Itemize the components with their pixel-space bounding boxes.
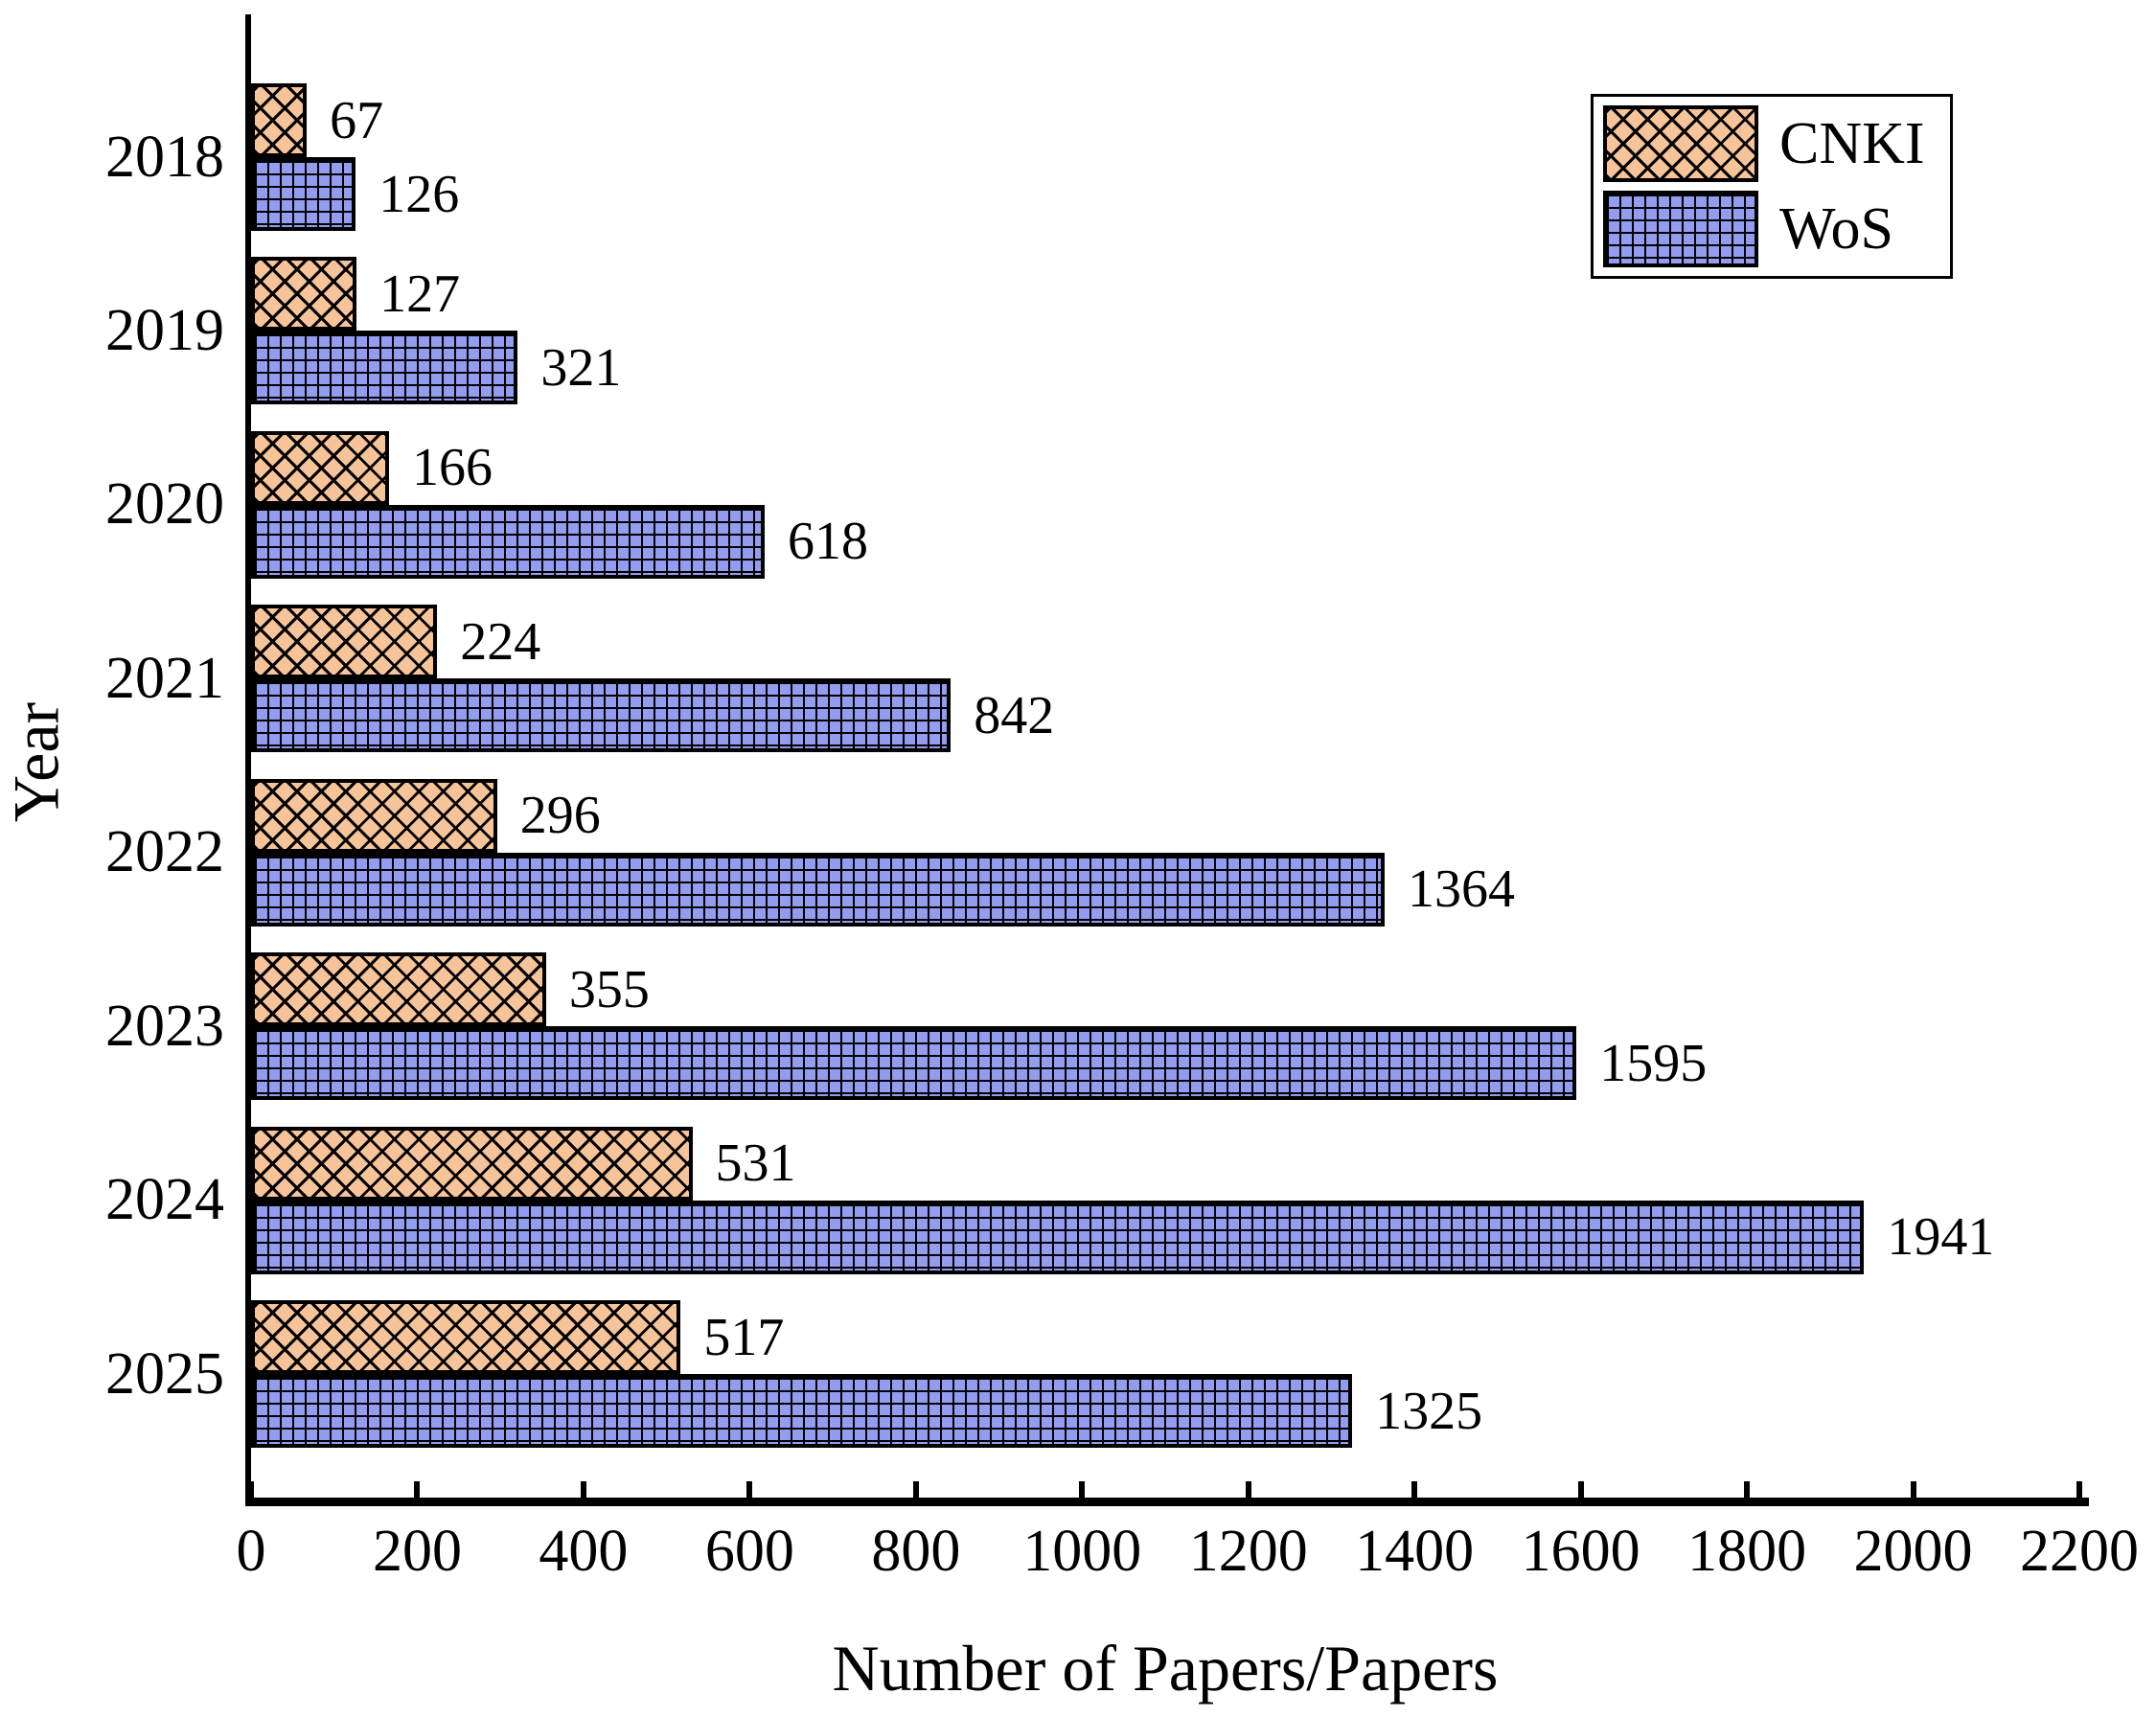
legend: CNKI WoS — [1591, 94, 1953, 279]
cnki-value-label: 517 — [703, 1307, 785, 1367]
wos-value-label: 1325 — [1375, 1381, 1483, 1441]
wos-value-label: 1364 — [1407, 859, 1515, 920]
x-tick-label: 800 — [871, 1519, 961, 1584]
x-tick — [746, 1481, 753, 1498]
x-tick — [1245, 1481, 1251, 1498]
x-tick — [1411, 1481, 1418, 1498]
x-tick-label: 1800 — [1687, 1519, 1807, 1584]
cnki-value-label: 296 — [519, 786, 601, 846]
cnki-bar — [251, 430, 389, 505]
wos-value-label: 842 — [974, 685, 1055, 745]
x-tick-label: 0 — [236, 1519, 266, 1584]
legend-label-cnki: CNKI — [1779, 111, 1925, 176]
year-label: 2020 — [105, 471, 224, 538]
cnki-value-label: 127 — [379, 263, 461, 324]
cnki-value-label: 67 — [330, 90, 384, 150]
cnki-value-label: 355 — [568, 959, 650, 1019]
year-label: 2019 — [105, 297, 224, 363]
cnki-bar — [251, 1126, 693, 1201]
y-axis-title: Year — [0, 701, 73, 823]
wos-value-label: 126 — [378, 164, 460, 224]
legend-swatch-wos — [1603, 191, 1758, 267]
wos-bar — [251, 678, 951, 753]
wos-bar — [251, 331, 517, 405]
x-tick — [248, 1481, 254, 1498]
x-tick-label: 1200 — [1188, 1519, 1308, 1584]
x-tick — [1744, 1481, 1751, 1498]
x-tick-label: 2000 — [1853, 1519, 1973, 1584]
legend-label-wos: WoS — [1779, 196, 1894, 262]
x-tick — [580, 1481, 586, 1498]
wos-bar — [251, 1374, 1352, 1448]
x-tick — [2076, 1481, 2082, 1498]
x-tick — [912, 1481, 919, 1498]
wos-value-label: 1941 — [1887, 1207, 1995, 1268]
cnki-bar — [251, 1300, 680, 1374]
x-tick-label: 1000 — [1022, 1519, 1142, 1584]
x-tick — [414, 1481, 421, 1498]
wos-bar — [251, 504, 765, 579]
y-axis-line — [245, 14, 251, 1505]
year-label: 2022 — [105, 819, 224, 885]
year-label: 2023 — [105, 993, 224, 1059]
x-tick — [1577, 1481, 1584, 1498]
x-axis-title: Number of Papers/Papers — [832, 1632, 1499, 1705]
x-tick-label: 600 — [704, 1519, 794, 1584]
wos-bar — [251, 1026, 1576, 1101]
year-label: 2025 — [105, 1340, 224, 1407]
cnki-bar — [251, 257, 356, 332]
x-tick-label: 2200 — [2020, 1519, 2139, 1584]
x-tick-label: 1600 — [1521, 1519, 1640, 1584]
legend-entry-wos: WoS — [1603, 191, 1950, 267]
x-tick — [1910, 1481, 1916, 1498]
year-label: 2021 — [105, 645, 224, 711]
year-label: 2018 — [105, 124, 224, 190]
cnki-value-label: 224 — [460, 611, 541, 672]
legend-swatch-cnki — [1603, 105, 1758, 182]
wos-value-label: 1595 — [1599, 1033, 1708, 1093]
x-tick-label: 200 — [372, 1519, 462, 1584]
cnki-bar — [251, 778, 497, 853]
cnki-bar — [251, 952, 546, 1027]
cnki-value-label: 166 — [411, 438, 493, 498]
wos-bar — [251, 852, 1385, 927]
legend-entry-cnki: CNKI — [1603, 105, 1950, 182]
year-label: 2024 — [105, 1167, 224, 1233]
wos-value-label: 618 — [787, 512, 868, 572]
wos-value-label: 321 — [540, 337, 622, 398]
cnki-bar — [251, 605, 437, 679]
x-tick-label: 400 — [539, 1519, 629, 1584]
wos-bar — [251, 1200, 1864, 1274]
x-tick — [1079, 1481, 1086, 1498]
wos-bar — [251, 157, 356, 231]
x-tick-label: 1400 — [1355, 1519, 1475, 1584]
cnki-bar — [251, 83, 307, 157]
x-axis-line — [245, 1498, 2089, 1506]
cnki-value-label: 531 — [715, 1133, 796, 1194]
